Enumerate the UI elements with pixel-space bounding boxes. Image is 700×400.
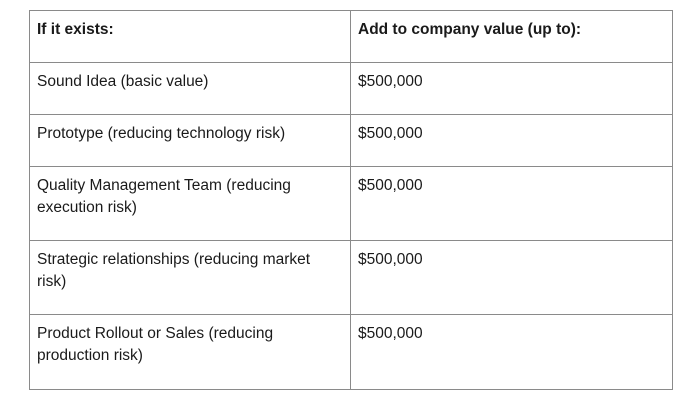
table-header-row: If it exists: Add to company value (up t… (29, 10, 673, 63)
condition-cell: Strategic relationships (reducing market… (29, 240, 351, 315)
table-row: Quality Management Team (reducing execut… (29, 166, 673, 241)
value-cell: $500,000 (350, 240, 673, 315)
value-cell: $500,000 (350, 166, 673, 241)
table-row: Product Rollout or Sales (reducing produ… (29, 314, 673, 390)
condition-cell: Quality Management Team (reducing execut… (29, 166, 351, 241)
condition-cell: Sound Idea (basic value) (29, 62, 351, 115)
header-added-value: Add to company value (up to): (350, 10, 673, 63)
valuation-table: If it exists: Add to company value (up t… (29, 10, 673, 390)
table-row: Prototype (reducing technology risk) $50… (29, 114, 673, 167)
condition-cell: Product Rollout or Sales (reducing produ… (29, 314, 351, 390)
value-cell: $500,000 (350, 62, 673, 115)
table-row: Sound Idea (basic value) $500,000 (29, 62, 673, 115)
value-cell: $500,000 (350, 114, 673, 167)
header-condition: If it exists: (29, 10, 351, 63)
value-cell: $500,000 (350, 314, 673, 390)
condition-cell: Prototype (reducing technology risk) (29, 114, 351, 167)
table-row: Strategic relationships (reducing market… (29, 240, 673, 315)
